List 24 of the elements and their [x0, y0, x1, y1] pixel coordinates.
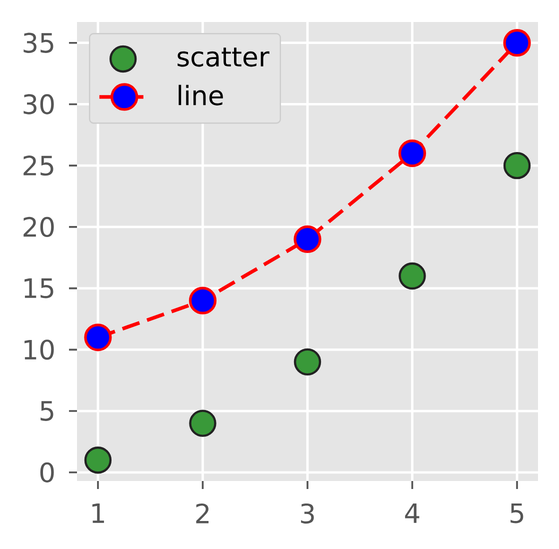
y-tick-label: 0 [40, 462, 54, 482]
point [84, 324, 112, 352]
legend-label: line [178, 84, 223, 106]
point [188, 286, 217, 314]
point [398, 140, 426, 168]
point [189, 410, 216, 437]
point [294, 225, 322, 254]
x-tick-label: 4 [405, 503, 420, 523]
x-tick-label: 3 [301, 503, 314, 524]
point [398, 262, 426, 290]
y-tick-label: 15 [24, 278, 54, 298]
y-tick-label: 35 [24, 32, 54, 53]
legend-label: scatter [178, 48, 270, 67]
y-tick-label: 5 [40, 401, 54, 421]
x-tick-label: 5 [510, 503, 524, 524]
point [294, 348, 322, 376]
y-tick-label: 10 [24, 340, 54, 360]
point [84, 446, 112, 474]
y-tick-label: 20 [24, 216, 54, 238]
x-tick-label: 1 [92, 503, 104, 523]
y-tick-label: 25 [24, 156, 54, 176]
point [503, 29, 531, 57]
y-tick-label: 30 [24, 94, 54, 114]
x-tick-label: 2 [196, 503, 209, 524]
